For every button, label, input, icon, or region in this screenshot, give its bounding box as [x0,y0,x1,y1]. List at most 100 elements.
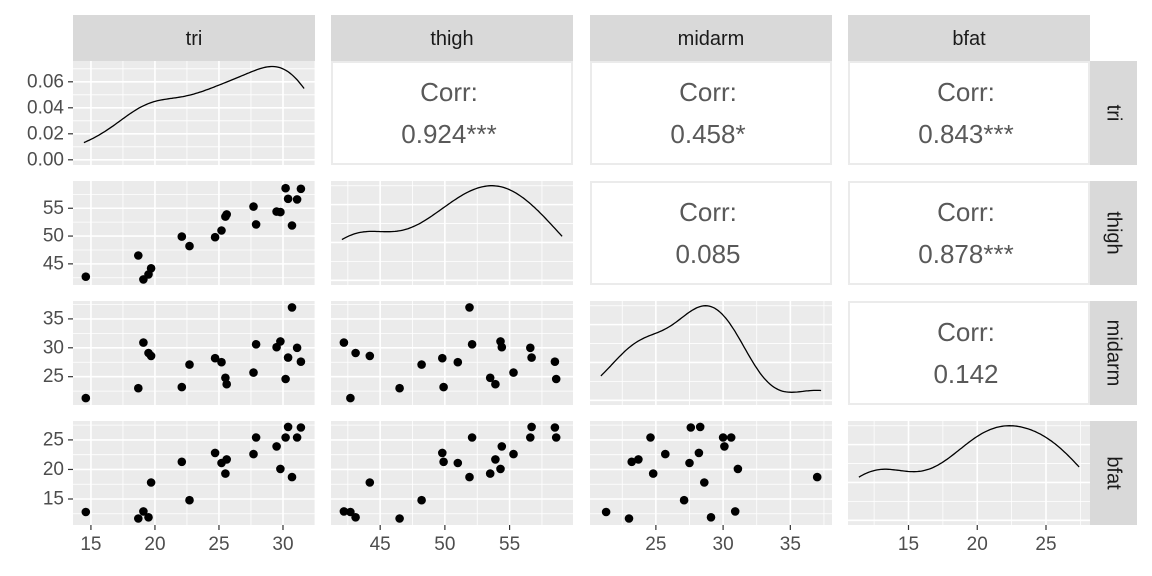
scatter-point [185,495,194,505]
scatter-point [217,226,226,235]
scatter-point [491,455,500,464]
scatter-point [251,220,261,229]
panel-background [73,301,315,405]
x-tick-label: 50 [434,534,455,555]
scatter-point [272,442,281,451]
scatter-point [296,184,306,194]
scatter-point [249,368,258,377]
y-tick-label: 35 [43,308,64,329]
scatter-point [527,353,536,362]
scatter-point [694,448,704,458]
scatter-point [527,422,536,432]
y-tick-label: 0.04 [27,97,64,118]
scatter-point [551,374,561,384]
panel-background [73,421,315,525]
row-strip-midarm [1090,301,1137,405]
density-curve-bfat [858,425,1080,478]
scatter-point [134,251,143,260]
scatter-point [550,357,560,367]
x-tick-label: 30 [713,534,734,555]
column-strip-label-tri: tri [186,28,203,50]
scatter-point [395,383,404,393]
corr-label: Corr: [420,77,478,107]
scatter-point [217,458,226,468]
scatter-point [439,457,448,467]
scatter-point [733,464,743,474]
scatter-point [395,514,404,523]
y-tick-label: 50 [43,226,64,247]
y-tick-label: 55 [43,198,64,219]
scatter-point [221,373,230,383]
scatter-point [491,379,500,389]
y-tick-label: 0.06 [27,71,64,92]
scatter-point [509,368,518,377]
x-tick-label: 30 [272,534,293,555]
scatter-point [177,457,187,467]
x-tick-label: 15 [80,534,101,555]
scatter-point [146,264,156,273]
scatter-point [283,422,293,432]
scatter-point [465,303,474,312]
scatter-point [551,433,561,442]
scatter-point [453,458,463,468]
scatter-point [185,360,194,369]
scatter-point [496,464,505,474]
scatter-point [679,495,689,505]
column-strip-label-bfat: bfat [952,28,986,50]
scatter-point [339,507,349,516]
x-tick-label: 25 [1035,534,1056,555]
x-tick-label: 25 [208,534,229,555]
scatter-point [146,351,156,361]
corr-value-thigh-bfat: 0.878*** [918,239,1013,269]
corr-panel-tri-thigh [331,61,573,165]
scatter-point [281,183,290,193]
scatter-point [700,478,709,487]
corr-label: Corr: [937,77,995,107]
row-strip-label-tri: tri [1103,105,1125,122]
corr-panel-tri-midarm [590,61,832,165]
scatter-point [365,351,375,361]
scatter-point [365,478,375,487]
scatter-point [346,393,355,403]
y-tick-label: 0.02 [27,123,64,144]
scatter-point [438,353,447,363]
density-curve-thigh [341,185,563,241]
scatter-point [139,275,148,284]
panel-background [590,301,832,405]
density-curve-tri [83,65,305,144]
row-strip-label-midarm: midarm [1103,320,1125,387]
scatter-point [139,338,148,347]
scatter-point [648,469,658,478]
scatter-point [281,374,290,384]
panel-background [331,181,573,285]
panel-background [590,421,832,525]
row-strip-label-bfat: bfat [1103,456,1125,490]
column-strip-label-midarm: midarm [678,28,745,50]
row-strip-tri [1090,61,1137,165]
corr-value-tri-thigh: 0.924*** [401,119,496,149]
x-tick-label: 35 [780,534,801,555]
scatter-point [81,507,91,517]
scatter-point [467,433,477,442]
panel-background [848,421,1090,525]
scatter-point [249,202,258,211]
scatter-point [221,469,230,478]
scatter-point [526,433,535,442]
y-tick-label: 45 [43,253,64,274]
scatter-point [624,514,634,523]
scatter-point [283,194,293,204]
scatter-point [346,507,355,517]
corr-panel-thigh-bfat [848,181,1090,285]
scatter-point [251,340,261,349]
scatter-point [627,457,636,467]
column-strip-thigh [331,15,573,61]
scatter-point [296,357,306,367]
scatter-point [272,207,281,216]
corr-label: Corr: [937,317,995,347]
x-tick-label: 45 [370,534,391,555]
scatter-point [497,442,507,451]
row-strip-thigh [1090,181,1137,285]
scatter-point [292,195,302,204]
scatter-point [601,507,611,517]
